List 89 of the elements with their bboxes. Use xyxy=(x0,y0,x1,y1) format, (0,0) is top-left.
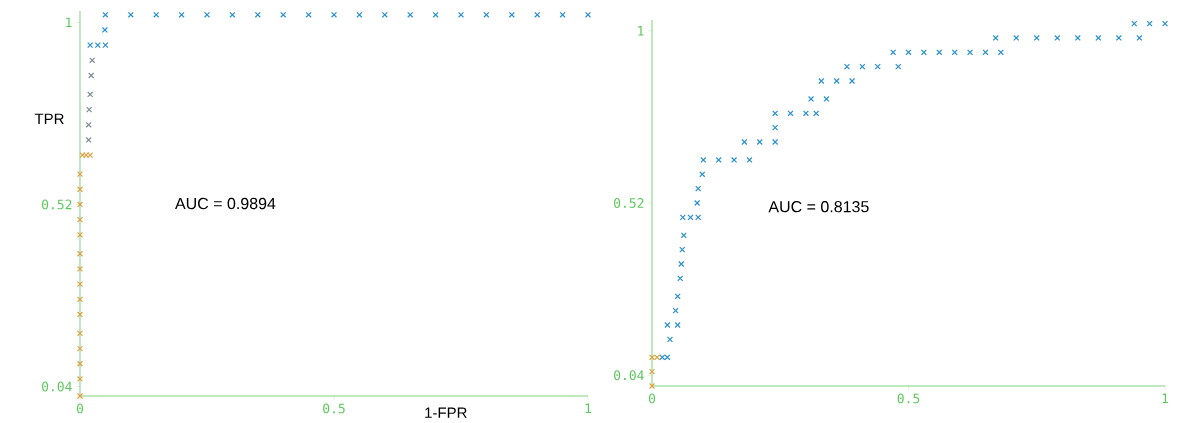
point xyxy=(76,345,84,352)
y-tick-label: 0.52 xyxy=(42,199,72,210)
point xyxy=(982,49,989,56)
point xyxy=(76,231,84,238)
point xyxy=(677,275,684,282)
point xyxy=(746,156,753,164)
point xyxy=(178,11,185,18)
point xyxy=(967,49,974,56)
y-tick-label: 1 xyxy=(638,26,644,36)
point xyxy=(823,95,830,103)
point xyxy=(895,63,902,70)
point xyxy=(229,11,236,18)
point xyxy=(674,321,681,329)
x-tick-label: 0 xyxy=(76,403,84,414)
point xyxy=(833,77,840,85)
point xyxy=(1054,34,1061,42)
point xyxy=(89,57,96,64)
point xyxy=(843,63,851,70)
point xyxy=(664,321,671,329)
point xyxy=(1095,34,1102,42)
y-tick-label: 0.04 xyxy=(42,381,72,392)
y-tick-label: 0.52 xyxy=(614,198,644,208)
point xyxy=(76,311,84,318)
point xyxy=(666,336,674,343)
point xyxy=(1136,34,1143,42)
point xyxy=(874,63,881,70)
point xyxy=(584,11,592,18)
point xyxy=(890,49,897,56)
x-tick-label: 1 xyxy=(1162,393,1169,404)
point xyxy=(85,121,92,128)
point xyxy=(76,201,84,208)
annotation: AUC = 0.9894 xyxy=(175,197,276,210)
x-tick-label: 0.5 xyxy=(323,403,345,414)
point xyxy=(76,281,84,288)
point xyxy=(203,11,211,18)
point xyxy=(813,110,820,117)
x-tick-label: 1 xyxy=(585,403,592,414)
x-axis-title: 1-FPR xyxy=(425,407,467,418)
point xyxy=(772,138,779,146)
point xyxy=(88,72,95,79)
point xyxy=(1115,34,1122,42)
point xyxy=(1074,34,1081,42)
point xyxy=(305,11,312,18)
point xyxy=(457,11,465,18)
point xyxy=(76,330,84,337)
point xyxy=(997,49,1004,56)
point xyxy=(715,156,722,164)
point xyxy=(772,124,779,131)
point xyxy=(694,199,701,207)
point xyxy=(1013,34,1020,42)
point xyxy=(772,110,779,117)
point xyxy=(756,138,763,146)
point xyxy=(76,296,84,303)
point xyxy=(76,186,84,193)
y-tick-label: 0.04 xyxy=(614,370,644,381)
point xyxy=(1033,34,1040,42)
point xyxy=(695,185,702,192)
point xyxy=(102,11,109,18)
y-axis-title: TPR xyxy=(34,113,64,124)
point xyxy=(432,11,439,18)
point xyxy=(76,250,84,257)
point xyxy=(741,138,748,146)
point xyxy=(76,216,84,223)
annotation: AUC = 0.8135 xyxy=(768,201,869,213)
point xyxy=(992,34,999,42)
point xyxy=(648,368,656,375)
point xyxy=(679,246,686,253)
point xyxy=(86,106,93,113)
point xyxy=(920,49,927,56)
point xyxy=(787,110,794,117)
point xyxy=(87,91,94,98)
point xyxy=(330,11,338,18)
point xyxy=(559,11,566,18)
point xyxy=(76,360,84,367)
point xyxy=(905,49,912,56)
point xyxy=(356,11,363,18)
point xyxy=(76,171,84,178)
point xyxy=(700,156,707,164)
point xyxy=(1131,20,1138,27)
point xyxy=(1161,20,1169,27)
point xyxy=(818,77,825,85)
point xyxy=(678,260,685,268)
point xyxy=(483,11,490,18)
y-tick-label: 1 xyxy=(66,17,72,28)
point xyxy=(85,136,92,144)
x-tick-label: 0 xyxy=(648,393,656,404)
x-tick-label: 0.5 xyxy=(897,393,920,404)
point xyxy=(802,110,809,117)
point xyxy=(680,232,687,239)
